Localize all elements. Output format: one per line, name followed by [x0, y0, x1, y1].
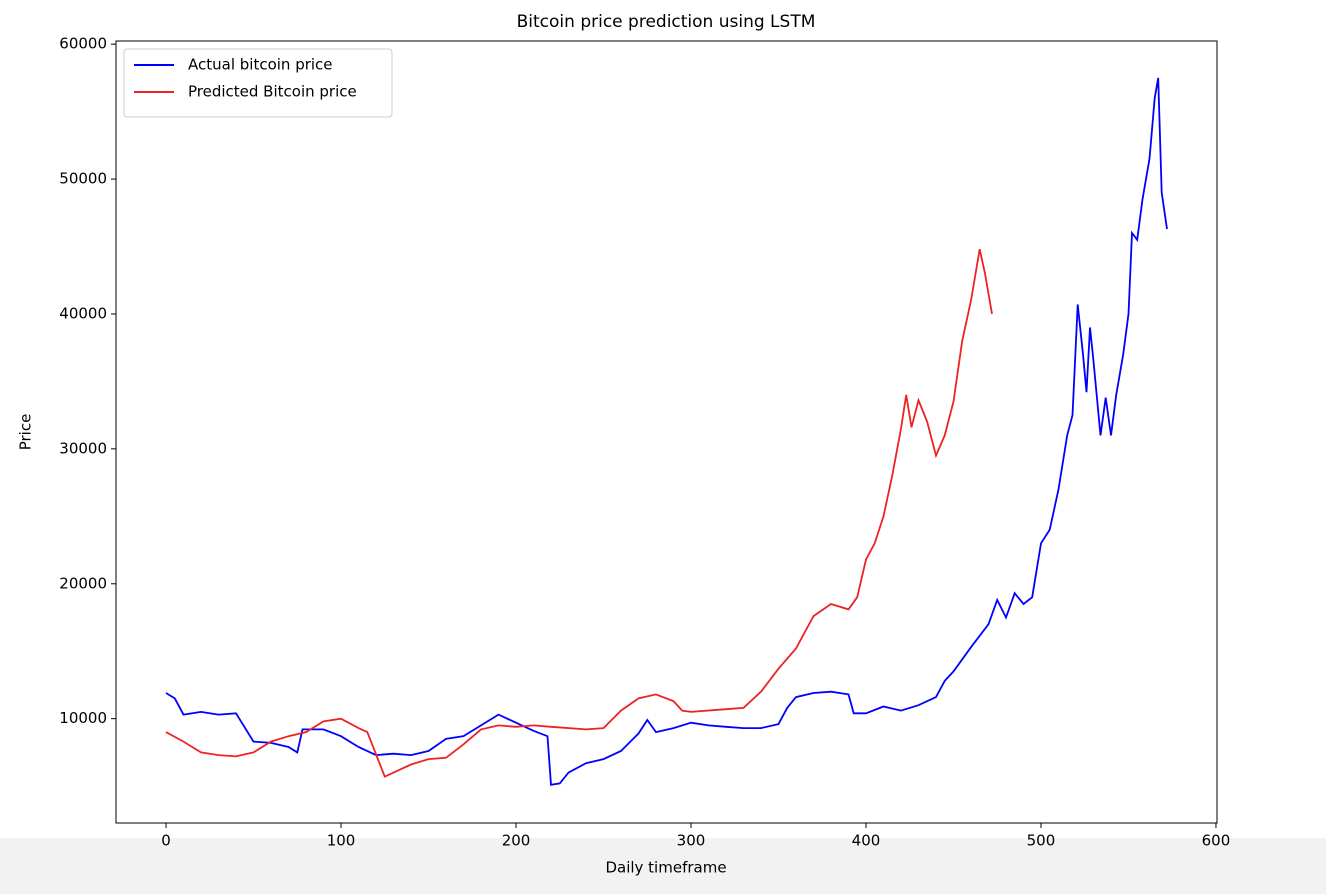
- y-tick-label: 50000: [59, 170, 107, 188]
- x-tick-label: 200: [502, 832, 531, 850]
- x-tick-label: 600: [1202, 832, 1231, 850]
- series-line: [165, 249, 993, 778]
- x-tick-label: 300: [677, 832, 706, 850]
- footer-bar: [0, 838, 1326, 894]
- x-tick-label: 500: [1027, 832, 1056, 850]
- x-axis-label: Daily timeframe: [605, 859, 726, 877]
- legend-label: Predicted Bitcoin price: [188, 83, 357, 101]
- chart-title: Bitcoin price prediction using LSTM: [517, 12, 816, 32]
- legend-label: Actual bitcoin price: [188, 56, 333, 74]
- x-tick-label: 0: [161, 832, 171, 850]
- legend-box: [123, 48, 393, 118]
- plot-frame: [115, 40, 1218, 824]
- y-tick-label: 20000: [59, 574, 107, 592]
- x-tick-label: 400: [852, 832, 881, 850]
- x-tick-label: 100: [327, 832, 356, 850]
- y-tick-label: 60000: [59, 35, 107, 53]
- y-tick-label: 10000: [59, 709, 107, 727]
- y-tick-label: 30000: [59, 439, 107, 457]
- series-line: [165, 77, 1168, 786]
- y-axis-label: Price: [17, 414, 35, 451]
- y-tick-label: 40000: [59, 304, 107, 322]
